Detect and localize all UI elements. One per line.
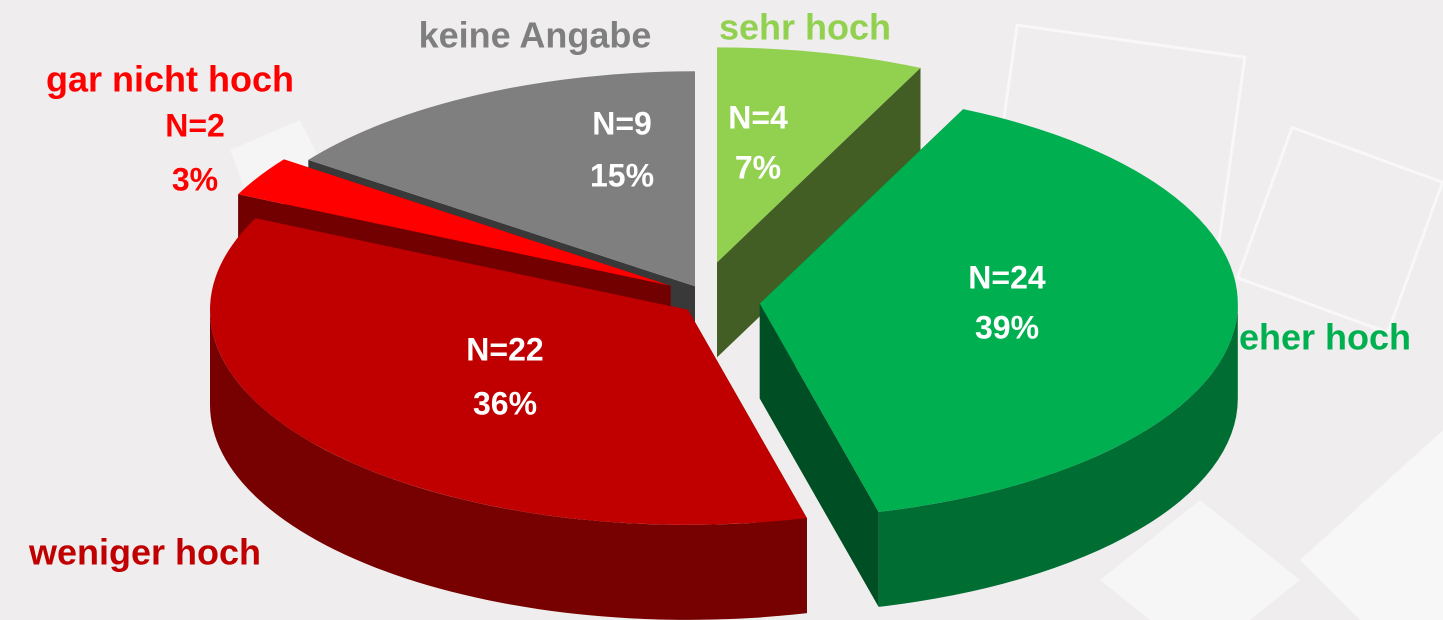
value-label: 15% <box>590 157 654 193</box>
labels: sehr hoch N=4 7% eher hoch N=24 39% weniger ho… <box>28 7 1411 573</box>
value-label: 36% <box>473 385 537 421</box>
count-label: N=24 <box>968 259 1046 295</box>
count-label: N=4 <box>728 99 788 135</box>
value-label: 39% <box>975 309 1039 345</box>
count-label: N=9 <box>592 105 652 141</box>
slice <box>209 218 807 525</box>
slice-cut-face <box>717 67 921 358</box>
category-label: keine Angabe <box>419 15 652 56</box>
slice <box>759 109 1238 512</box>
slice-wall <box>209 309 807 620</box>
count-label: N=22 <box>466 331 543 367</box>
slice <box>717 47 921 263</box>
category-label: eher hoch <box>1239 317 1411 358</box>
count-label: N=2 <box>165 107 225 143</box>
category-label: gar nicht hoch <box>46 59 294 100</box>
slice <box>238 159 671 286</box>
slice <box>308 71 695 287</box>
slice-wall <box>878 303 1238 607</box>
value-label: 7% <box>735 149 781 185</box>
value-label: 3% <box>172 161 218 197</box>
slice-cut-face <box>759 303 879 607</box>
slice-tops <box>209 47 1238 525</box>
category-label: weniger hoch <box>28 532 261 573</box>
category-label: sehr hoch <box>719 7 891 48</box>
